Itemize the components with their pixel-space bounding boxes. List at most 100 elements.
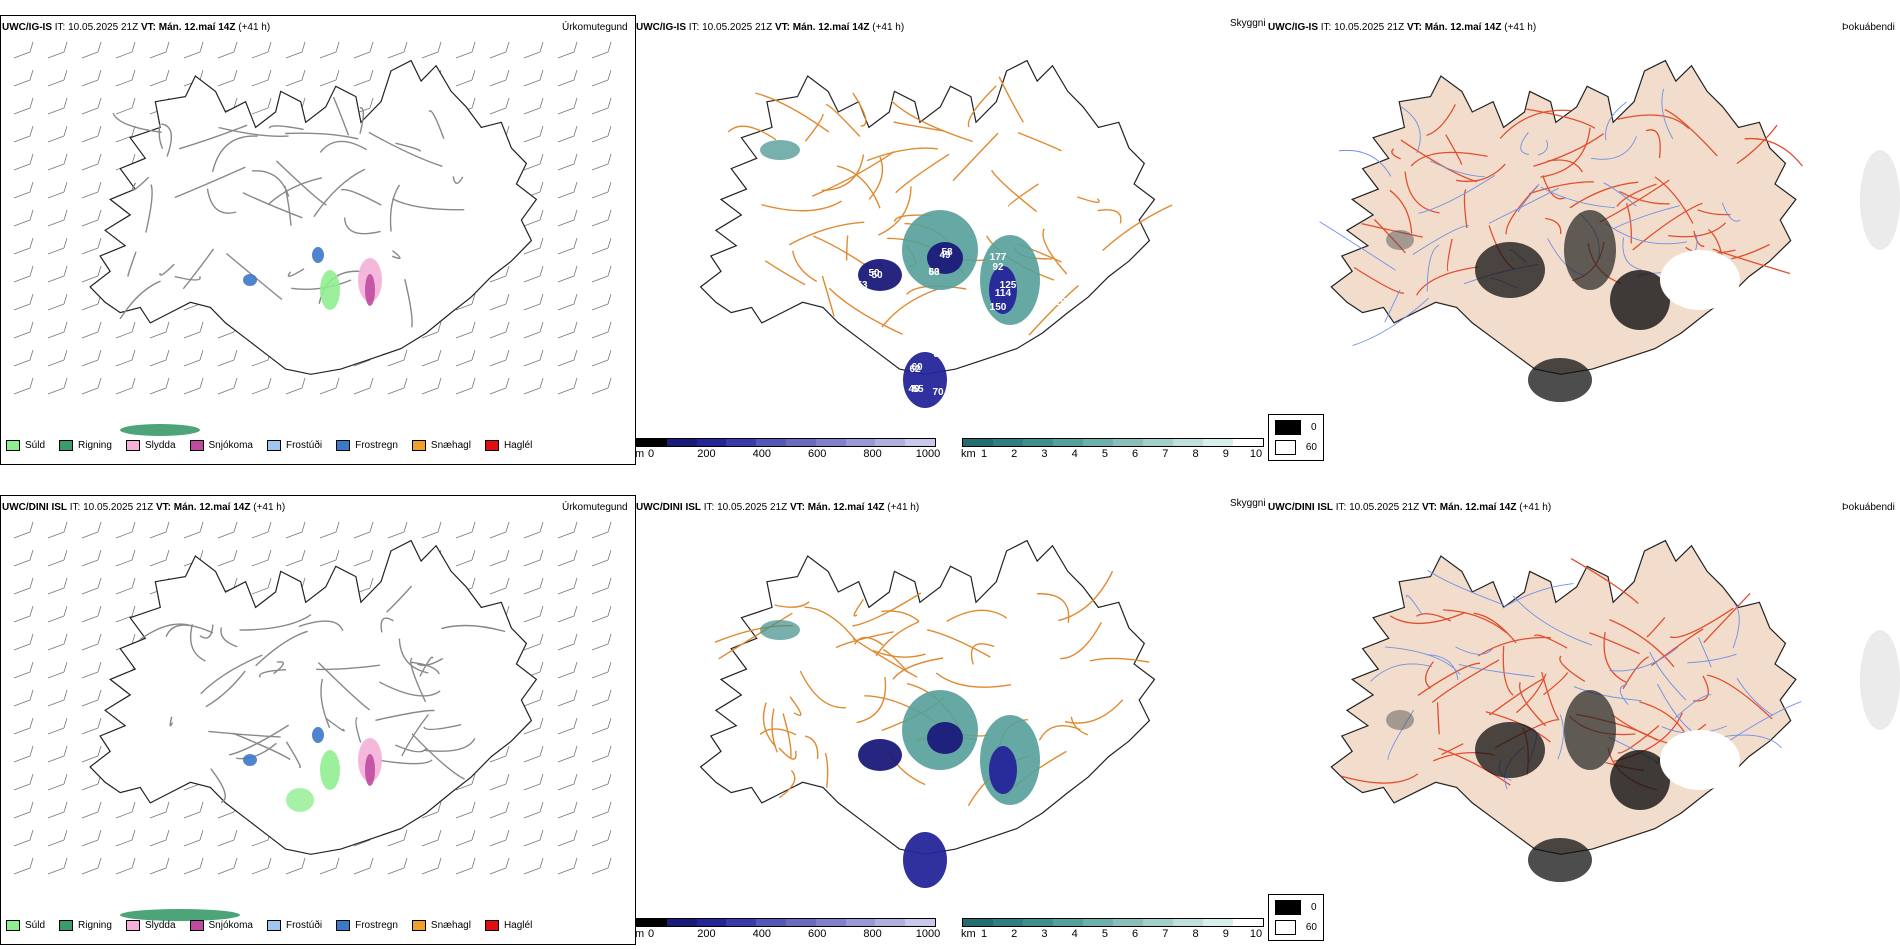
low-ceiling-area <box>989 266 1017 314</box>
colorbar-cell <box>963 919 993 926</box>
wind-barb <box>47 97 68 115</box>
road-line <box>1042 228 1068 275</box>
road-line <box>1076 196 1100 203</box>
road-line <box>727 125 777 141</box>
legend-item: Haglél <box>484 920 532 931</box>
road-line <box>1622 656 1649 690</box>
fog-area <box>1564 690 1616 770</box>
wind-barb <box>387 857 408 875</box>
road-line <box>1528 181 1594 195</box>
visibility-value-label: 114 <box>995 288 1012 299</box>
road-line <box>1646 617 1666 638</box>
wind-barb <box>47 773 68 791</box>
road-line <box>1731 243 1770 260</box>
road-line <box>1545 217 1562 235</box>
legend-label: Slydda <box>144 920 176 931</box>
road-line <box>882 648 909 673</box>
road-line <box>1463 189 1468 229</box>
road-line <box>1605 101 1627 141</box>
legend-item: Frostregn <box>336 440 398 451</box>
low-visibility-area <box>760 140 800 160</box>
wind-barb <box>81 633 102 651</box>
wind-barb <box>319 521 340 539</box>
road-line <box>218 126 289 137</box>
road-line <box>718 612 793 660</box>
road-line <box>391 198 465 211</box>
precip-area-drizzle <box>286 788 314 812</box>
wind-barb <box>455 69 476 87</box>
precip-map <box>13 41 612 436</box>
wind-barb <box>13 293 34 311</box>
road-line <box>782 713 792 758</box>
road-line <box>169 716 174 727</box>
lead-time: (+41 h) <box>887 502 920 513</box>
road-line <box>199 624 214 639</box>
colorbar-tick: 6 <box>1132 448 1139 460</box>
wind-barb <box>455 321 476 339</box>
wind-barb <box>47 209 68 227</box>
road-line <box>778 770 796 799</box>
legend-swatch <box>6 440 20 451</box>
wind-barb <box>421 377 442 395</box>
wind-barb <box>557 209 578 227</box>
colorbar-cell <box>696 919 727 926</box>
wind-barb <box>285 549 306 567</box>
wind-barb <box>489 69 510 87</box>
fog-area <box>1475 722 1545 778</box>
fog-legend-label: 60 <box>1305 442 1317 453</box>
legend-label: Rigning <box>78 440 112 451</box>
init-time: IT: 10.05.2025 21Z <box>69 502 154 513</box>
colorbar-cell <box>1203 919 1233 926</box>
precip-title: UWC/IG-IS IT: 10.05.2025 21Z VT: Mán. 12… <box>2 22 270 33</box>
wind-barb <box>13 521 34 539</box>
wind-barb <box>523 125 544 143</box>
colorbar-tick: 400 <box>752 448 771 460</box>
road-line <box>1410 151 1488 167</box>
visibility-colorbar: km 1 2 3 4 5 6 7 8 9 10 <box>961 438 1264 461</box>
wind-barb <box>421 521 442 539</box>
road-line <box>1559 655 1586 683</box>
colorbar-cell <box>726 919 757 926</box>
wind-barb <box>557 801 578 819</box>
road-line <box>1406 594 1423 616</box>
road-line <box>1639 701 1686 734</box>
colorbar-tick: 10 <box>1249 928 1263 940</box>
legend-label: Slydda <box>144 440 176 451</box>
vis-title: UWC/IG-IS IT: 10.05.2025 21Z VT: Mán. 12… <box>636 22 904 33</box>
road-line <box>1603 182 1637 207</box>
wind-barb <box>47 521 68 539</box>
wind-barb <box>523 293 544 311</box>
wind-barb <box>489 577 510 595</box>
wind-barb <box>13 549 34 567</box>
road-line <box>378 681 441 697</box>
visibility-value-label: 58 <box>941 247 953 258</box>
wind-barb <box>285 521 306 539</box>
lead-time: (+41 h) <box>1519 502 1552 513</box>
road-line <box>359 107 365 134</box>
wind-barb <box>557 41 578 59</box>
road-line <box>1736 124 1778 165</box>
valid-time: VT: Mán. 12.maí 14Z <box>774 22 870 33</box>
colorbar-tick: 200 <box>697 448 716 460</box>
road-line <box>380 617 394 633</box>
fog-area <box>1475 242 1545 298</box>
road-line <box>1458 663 1535 678</box>
road-line <box>1645 129 1661 159</box>
legend-item: Snæhagl <box>411 920 471 931</box>
road-line <box>835 631 894 649</box>
visibility-label: Skyggni <box>1230 18 1266 29</box>
road-line <box>1352 297 1429 347</box>
init-time: IT: 10.05.2025 21Z <box>688 22 773 33</box>
road-line <box>1619 684 1629 705</box>
wind-barb <box>523 745 544 763</box>
road-line <box>1477 636 1551 657</box>
colorbar-tick: 1 <box>980 928 988 940</box>
wind-barb <box>489 745 510 763</box>
road-line <box>890 100 973 143</box>
colorbar-tick: 2 <box>1011 928 1018 940</box>
colorbar-cell <box>1143 919 1173 926</box>
wind-barb <box>387 829 408 847</box>
road-line <box>1489 677 1545 716</box>
visibility-value-label: 49 <box>939 250 951 261</box>
wind-barb <box>591 321 612 339</box>
